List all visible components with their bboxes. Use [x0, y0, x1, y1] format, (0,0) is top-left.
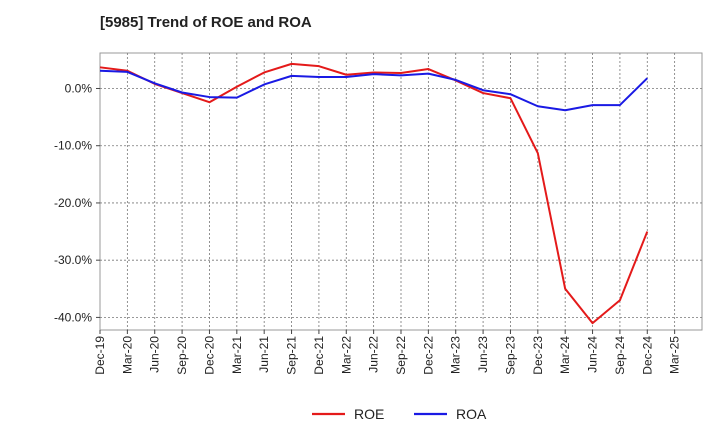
x-tick-label: Mar-22	[339, 336, 353, 374]
x-tick-label: Dec-22	[421, 336, 435, 375]
x-tick-label: Dec-24	[640, 336, 654, 375]
series-lines	[99, 62, 649, 325]
x-tick-label: Dec-20	[202, 336, 216, 375]
x-tick-label: Sep-23	[503, 336, 517, 375]
x-tick-label: Jun-24	[586, 336, 600, 373]
y-axis-ticks: 0.0% -10.0% -20.0% -30.0% -40.0%	[54, 81, 100, 324]
gridlines	[100, 53, 702, 330]
x-tick-label: Jun-22	[367, 336, 381, 373]
x-tick-label: Jun-23	[476, 336, 490, 373]
x-tick-label: Jun-21	[257, 336, 271, 373]
x-tick-label: Dec-21	[312, 336, 326, 375]
x-tick-label: Mar-20	[120, 336, 134, 374]
x-tick-label: Dec-23	[531, 336, 545, 375]
x-tick-label: Jun-20	[148, 336, 162, 373]
series-line-roe	[99, 62, 649, 325]
legend: ROE ROA	[312, 406, 487, 422]
x-tick-label: Mar-24	[558, 336, 572, 374]
y-tick-label: -10.0%	[54, 139, 92, 153]
y-tick-label: -30.0%	[54, 253, 92, 267]
series-line-roa	[99, 69, 648, 112]
x-tick-label: Mar-21	[230, 336, 244, 374]
x-tick-label: Sep-21	[285, 336, 299, 375]
y-tick-label: 0.0%	[65, 81, 93, 95]
x-tick-label: Sep-24	[613, 336, 627, 375]
x-tick-label: Sep-20	[175, 336, 189, 375]
legend-label-roa: ROA	[456, 406, 487, 422]
y-tick-label: -20.0%	[54, 196, 92, 210]
y-tick-label: -40.0%	[54, 310, 92, 324]
chart-title: [5985] Trend of ROE and ROA	[100, 14, 312, 31]
x-axis-ticks: Dec-19 Mar-20 Jun-20 Sep-20 Dec-20 Mar-21 Jun-…	[93, 330, 682, 375]
x-tick-label: Mar-23	[449, 336, 463, 374]
x-tick-label: Sep-22	[394, 336, 408, 375]
x-tick-label: Mar-25	[668, 336, 682, 374]
x-tick-label: Dec-19	[93, 336, 107, 375]
legend-label-roe: ROE	[354, 406, 384, 422]
